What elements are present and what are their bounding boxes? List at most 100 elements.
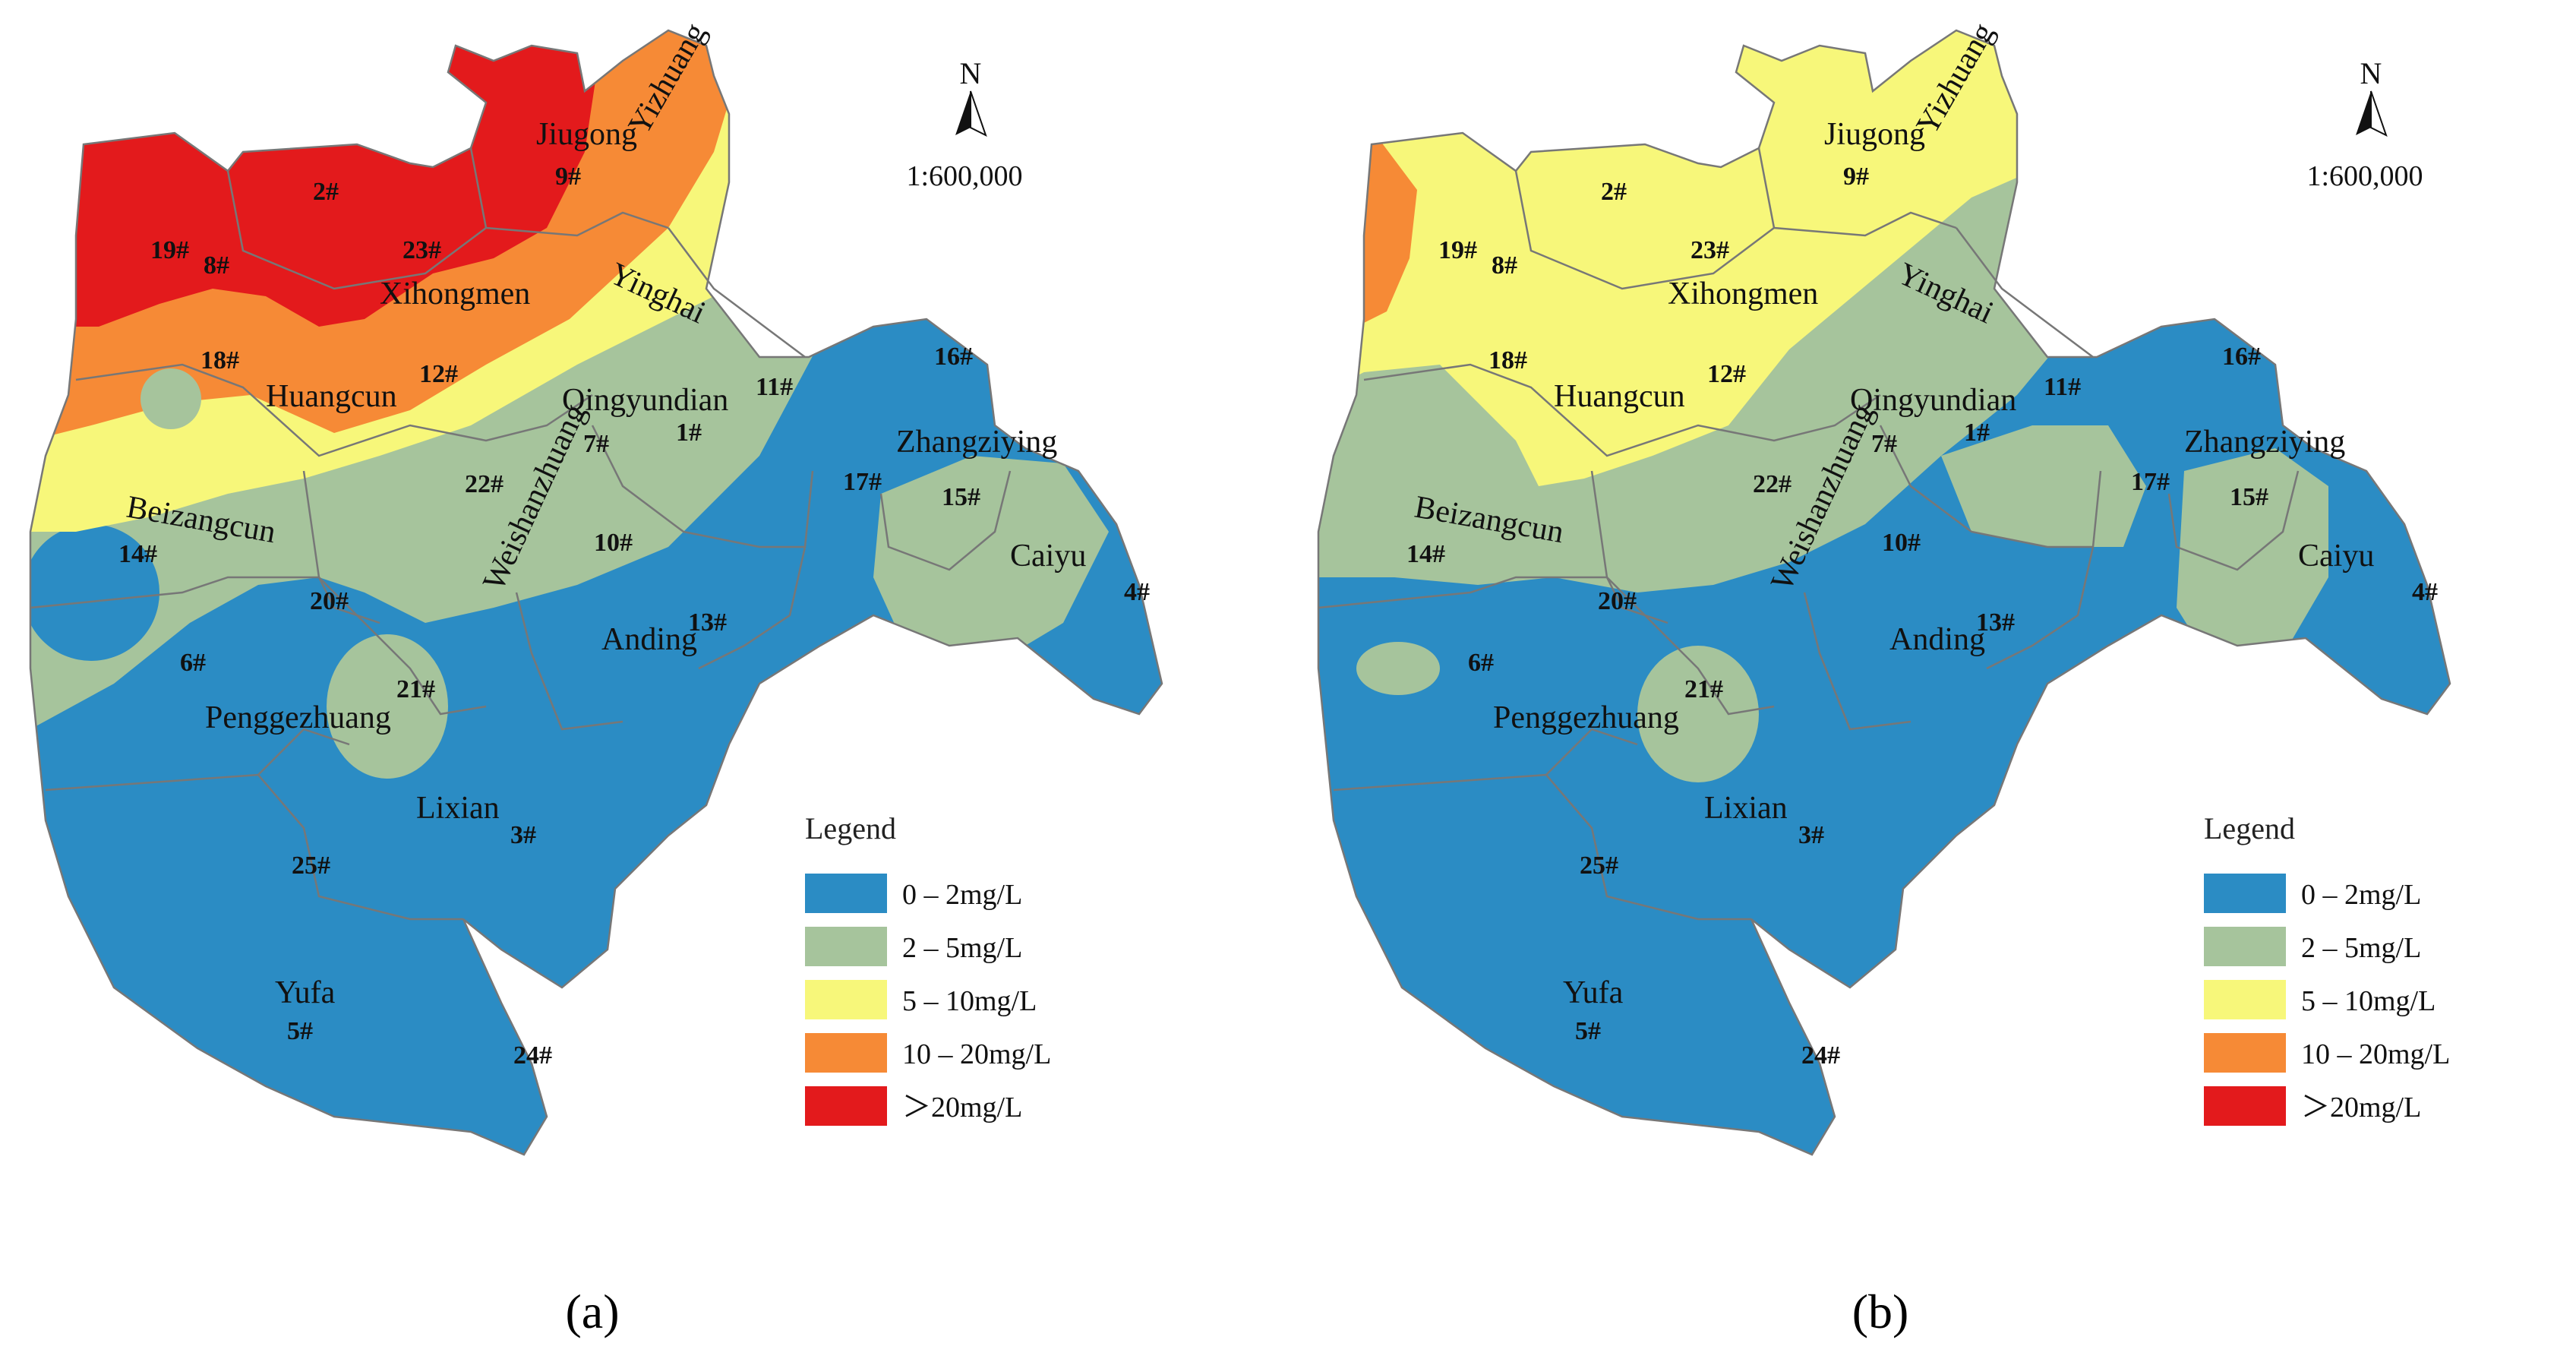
place-label-penggezhuang: Penggezhuang: [205, 700, 391, 735]
site-label: 9#: [555, 163, 581, 191]
place-label-lixian: Lixian: [1704, 791, 1788, 826]
place-label-huangcun: Huangcun: [266, 379, 397, 414]
place-label-yufa: Yufa: [275, 975, 336, 1010]
class-1-zone: [1637, 646, 1759, 782]
north-label: N: [2360, 56, 2382, 90]
north-label: N: [960, 56, 982, 90]
place-label-xihongmen: Xihongmen: [380, 277, 530, 311]
place-label-qingyundian: Qingyundian: [562, 383, 728, 418]
legend-swatch: [2204, 927, 2286, 966]
legend-label: ＞20mg/L: [2301, 1092, 2421, 1123]
site-label: 18#: [200, 346, 239, 374]
site-labels-a: 2# 9# 19# 8# 23# 18# 12# 11# 16# 1# 7# 22# 17# 15# 14#…: [118, 163, 1150, 1070]
place-label-lixian: Lixian: [416, 791, 500, 826]
place-label-yufa: Yufa: [1563, 975, 1624, 1010]
site-label: 4#: [1124, 578, 1150, 606]
legend-swatch: [2204, 1086, 2286, 1126]
map-panel-b: Jiugong Yizhuang Yinghai Xihongmen Huangcun Q…: [1288, 0, 2576, 1362]
site-label: 22#: [1753, 470, 1792, 498]
site-label: 14#: [118, 540, 157, 568]
place-label-caiyu: Caiyu: [2298, 539, 2374, 574]
site-label: 2#: [313, 178, 339, 206]
site-label: 23#: [402, 236, 441, 264]
legend-swatch: [805, 1086, 887, 1126]
legend-items: 0 – 2mg/L 2 – 5mg/L 5 – 10mg/L 10 – 20mg/L ＞…: [2204, 874, 2450, 1126]
class-0-zone: [30, 524, 159, 661]
site-label: 13#: [1976, 608, 2015, 637]
site-label: 11#: [2044, 373, 2081, 401]
site-label: 13#: [688, 608, 727, 637]
legend-swatch: [2204, 1033, 2286, 1073]
place-label-jiugong: Jiugong: [536, 117, 637, 152]
site-label: 25#: [292, 852, 330, 880]
legend-title: Legend: [805, 811, 896, 845]
legend-title: Legend: [2204, 811, 2295, 845]
place-label-anding: Anding: [1889, 622, 1985, 657]
site-label: 24#: [513, 1041, 552, 1070]
class-1-zone: [327, 634, 448, 779]
site-label: 22#: [465, 470, 504, 498]
site-label: 17#: [843, 468, 882, 496]
class-1-zone: [873, 456, 1109, 668]
site-label: 17#: [2131, 468, 2170, 496]
place-label-jiugong: Jiugong: [1824, 117, 1925, 152]
site-label: 8#: [1492, 251, 1517, 280]
place-label-xihongmen: Xihongmen: [1668, 277, 1818, 311]
district-boundaries-b: [1317, 29, 2451, 1156]
legend-swatch: [805, 980, 887, 1019]
site-label: 1#: [676, 419, 702, 447]
legend-label: 0 – 2mg/L: [902, 879, 1022, 911]
legend-label: 0 – 2mg/L: [2301, 879, 2421, 911]
site-label: 18#: [1488, 346, 1527, 374]
site-label: 19#: [150, 236, 189, 264]
legend-label: 2 – 5mg/L: [2301, 932, 2421, 964]
site-label: 10#: [1882, 529, 1921, 557]
site-label: 16#: [2222, 343, 2261, 371]
site-label: 9#: [1843, 163, 1869, 191]
class-1-zone: [140, 368, 201, 429]
site-label: 5#: [287, 1017, 313, 1045]
place-label-zhangziying: Zhangziying: [896, 425, 1057, 460]
scale-label: 1:600,000: [2306, 160, 2423, 192]
place-label-huangcun: Huangcun: [1554, 379, 1685, 414]
site-label: 12#: [419, 360, 458, 388]
site-label: 3#: [1798, 821, 1824, 849]
legend-label: 10 – 20mg/L: [902, 1038, 1051, 1070]
site-label: 7#: [583, 430, 609, 458]
legend-label: ＞20mg/L: [902, 1092, 1022, 1123]
site-label: 15#: [2230, 483, 2268, 511]
scale-label: 1:600,000: [906, 160, 1022, 192]
site-label: 6#: [1468, 649, 1494, 677]
site-label: 15#: [942, 483, 980, 511]
site-label: 16#: [934, 343, 973, 371]
site-label: 23#: [1690, 236, 1729, 264]
site-label: 8#: [204, 251, 229, 280]
place-label-anding: Anding: [601, 622, 697, 657]
site-label: 21#: [396, 675, 435, 703]
class-1-zone: [1356, 642, 1440, 695]
site-label: 21#: [1684, 675, 1723, 703]
legend-swatch: [2204, 874, 2286, 913]
site-label: 2#: [1601, 178, 1627, 206]
place-label-penggezhuang: Penggezhuang: [1493, 700, 1679, 735]
site-label: 20#: [1598, 587, 1637, 615]
site-label: 4#: [2412, 578, 2438, 606]
legend-swatch: [2204, 980, 2286, 1019]
site-label: 12#: [1707, 360, 1746, 388]
site-label: 6#: [180, 649, 206, 677]
concentration-surface-b: [1318, 30, 2450, 1155]
legend-label: 10 – 20mg/L: [2301, 1038, 2450, 1070]
panel-caption: (b): [1852, 1285, 1909, 1338]
site-label: 10#: [594, 529, 633, 557]
site-label: 3#: [510, 821, 536, 849]
site-label: 11#: [756, 373, 793, 401]
legend-items: 0 – 2mg/L 2 – 5mg/L 5 – 10mg/L 10 – 20mg/L ＞…: [805, 874, 1051, 1126]
site-label: 14#: [1406, 540, 1445, 568]
legend-a: Legend 0 – 2mg/L 2 – 5mg/L 5 – 10mg/L 10 – …: [805, 811, 1051, 1126]
district-boundaries-a: [29, 29, 1163, 1156]
legend-swatch: [805, 927, 887, 966]
site-label: 5#: [1575, 1017, 1601, 1045]
site-label: 7#: [1871, 430, 1897, 458]
